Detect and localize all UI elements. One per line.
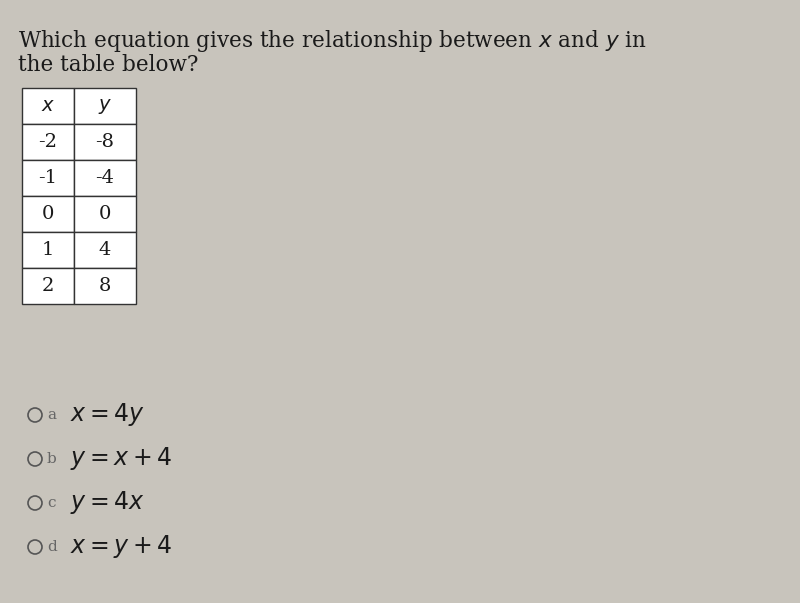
Bar (74, 232, 136, 268)
Text: a: a (47, 408, 56, 422)
Bar (74, 88, 136, 124)
Bar (74, 268, 136, 304)
Text: $y = x + 4$: $y = x + 4$ (70, 446, 172, 473)
Text: 0: 0 (99, 205, 111, 223)
Bar (74, 160, 136, 196)
Text: -2: -2 (38, 133, 58, 151)
Text: 0: 0 (42, 205, 54, 223)
Text: 1: 1 (42, 241, 54, 259)
Text: $y$: $y$ (98, 96, 112, 116)
Text: d: d (47, 540, 57, 554)
Text: 4: 4 (99, 241, 111, 259)
Bar (22, 160, 74, 196)
Bar (22, 268, 74, 304)
Text: c: c (47, 496, 55, 510)
Bar (74, 196, 136, 232)
Text: $x$: $x$ (41, 97, 55, 115)
Text: -4: -4 (95, 169, 114, 187)
Bar (22, 124, 74, 160)
Text: $x = 4y$: $x = 4y$ (70, 402, 145, 429)
Text: $x = y + 4$: $x = y + 4$ (70, 534, 172, 561)
Text: b: b (47, 452, 57, 466)
Text: 8: 8 (99, 277, 111, 295)
Text: Which equation gives the relationship between $x$ and $y$ in: Which equation gives the relationship be… (18, 28, 646, 54)
Text: -8: -8 (95, 133, 114, 151)
Bar (22, 88, 74, 124)
Bar (22, 196, 74, 232)
Bar (74, 124, 136, 160)
Text: the table below?: the table below? (18, 54, 198, 76)
Text: 2: 2 (42, 277, 54, 295)
Text: $y = 4x$: $y = 4x$ (70, 490, 145, 517)
Bar (22, 232, 74, 268)
Text: -1: -1 (38, 169, 58, 187)
